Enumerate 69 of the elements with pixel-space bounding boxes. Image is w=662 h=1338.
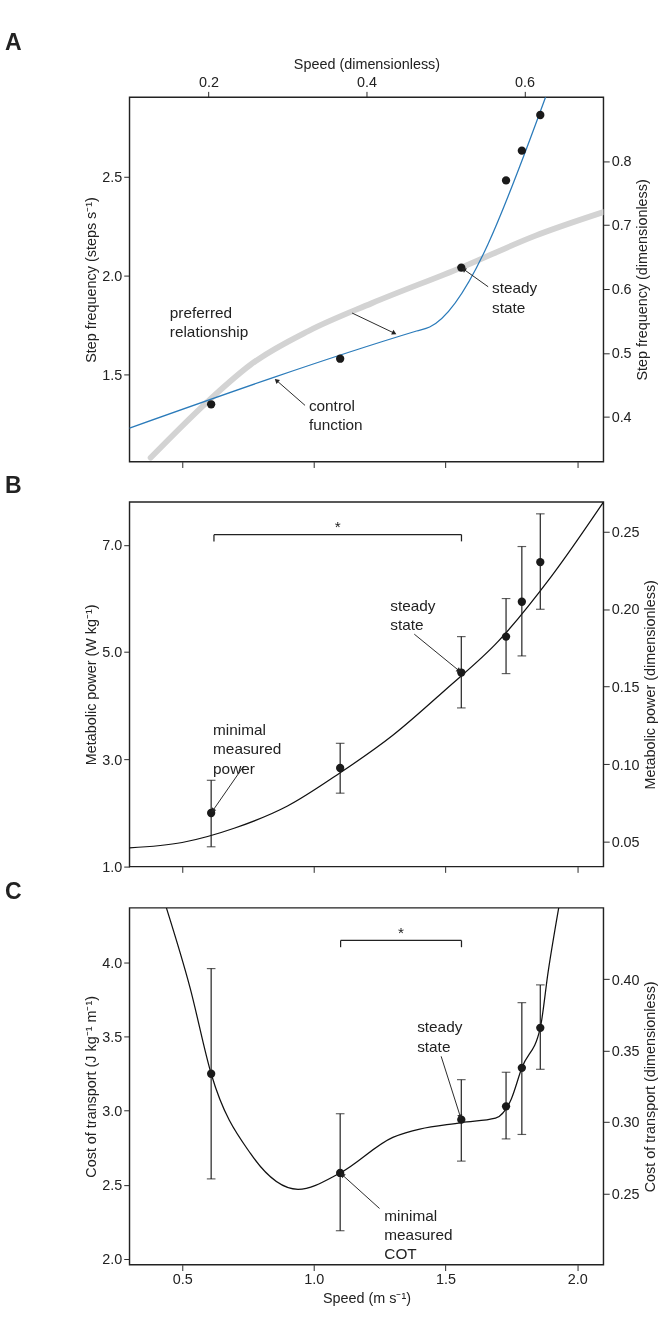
y-tick-label: 3.0 <box>102 1103 123 1120</box>
x2-tick-label: 0.6 <box>514 74 535 91</box>
y2-tick-label: 0.40 <box>611 971 640 988</box>
point <box>336 354 345 363</box>
line-series <box>129 97 547 429</box>
y-tick-label: 3.5 <box>102 1028 123 1045</box>
y2-tick-label: 0.25 <box>611 523 640 540</box>
y-tick-label: 2.0 <box>102 1251 123 1268</box>
y2-tick-label: 0.4 <box>611 409 632 426</box>
point <box>206 1069 216 1078</box>
annotation: preferred relationship <box>169 303 249 341</box>
y2-tick-label: 0.7 <box>611 217 632 234</box>
point <box>536 557 545 567</box>
y2-tick-label: 0.15 <box>611 678 640 695</box>
y2-tick-label: 0.5 <box>611 345 632 362</box>
x-tick-label: 1.5 <box>435 1271 456 1288</box>
annotation: * <box>398 923 405 941</box>
y2-tick-label: 0.6 <box>611 281 632 298</box>
y-tick-label: 2.5 <box>102 168 123 185</box>
point <box>517 1063 526 1072</box>
point <box>501 632 511 641</box>
chart-title: C <box>4 877 22 904</box>
y2-axis-title: Cost of transport (dimensionless) <box>641 981 658 1193</box>
point <box>536 110 545 120</box>
chart-title: A <box>4 29 22 56</box>
x-tick-label: 1.0 <box>304 1271 325 1288</box>
annotation: steady state <box>390 597 436 634</box>
annotation: minimal measured COT <box>384 1206 453 1263</box>
line-series <box>129 502 604 849</box>
point <box>517 597 526 606</box>
chart-title: B <box>4 471 22 498</box>
y2-tick-label: 0.05 <box>611 834 640 851</box>
point <box>501 1102 511 1111</box>
x-axis-title: Speed (m s⁻¹) <box>322 1289 412 1306</box>
annotation: control function <box>308 397 363 434</box>
point <box>336 763 345 773</box>
y2-tick-label: 0.10 <box>611 756 640 773</box>
y-axis-title: Cost of transport (J kg⁻¹ m⁻¹) <box>82 995 99 1178</box>
y-axis-title: Metabolic power (W kg⁻¹) <box>82 604 99 766</box>
x-tick-label: 0.5 <box>172 1271 193 1288</box>
y2-tick-label: 0.8 <box>611 153 632 170</box>
y-axis-title: Step frequency (steps s⁻¹) <box>82 197 99 363</box>
y2-tick-label: 0.25 <box>611 1185 640 1202</box>
point <box>206 400 216 409</box>
x2-tick-label: 0.4 <box>356 74 377 91</box>
line-series <box>165 907 560 1190</box>
y2-axis-title: Metabolic power (dimensionless) <box>641 580 658 790</box>
x-tick-label: 2.0 <box>567 1271 588 1288</box>
y-tick-label: 5.0 <box>102 644 123 661</box>
y-tick-label: 4.0 <box>102 954 123 971</box>
y2-tick-label: 0.20 <box>611 601 640 618</box>
y2-tick-label: 0.30 <box>611 1114 640 1131</box>
y-tick-label: 1.5 <box>102 366 123 383</box>
point <box>536 1023 545 1032</box>
annotation: steady state <box>491 279 538 316</box>
y-tick-label: 7.0 <box>102 537 123 554</box>
y2-axis-title: Step frequency (dimensionless) <box>633 179 650 381</box>
y-tick-label: 3.0 <box>102 751 123 768</box>
x2-axis-title: Speed (dimensionless) <box>293 55 441 72</box>
annotation: * <box>334 517 341 535</box>
y-tick-label: 2.5 <box>102 1177 123 1194</box>
point <box>501 176 511 185</box>
y-tick-label: 2.0 <box>102 267 123 284</box>
x2-tick-label: 0.2 <box>199 74 219 91</box>
point <box>517 146 526 155</box>
annotation: minimal measured power <box>213 721 282 777</box>
annotation: steady state <box>417 1018 463 1055</box>
y-tick-label: 1.0 <box>102 858 123 875</box>
y2-tick-label: 0.35 <box>611 1042 640 1059</box>
